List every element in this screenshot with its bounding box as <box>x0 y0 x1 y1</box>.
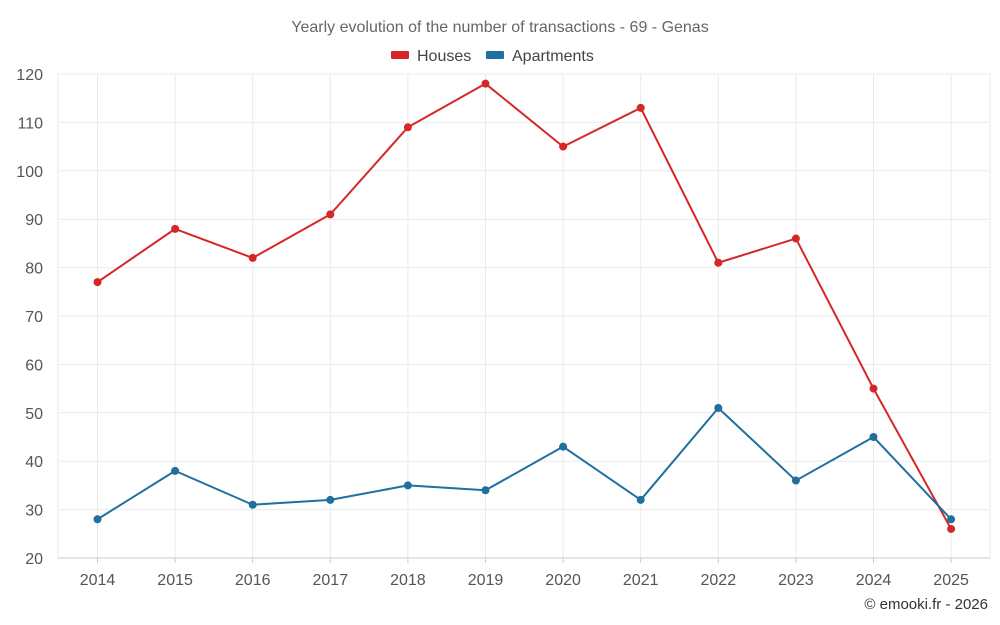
data-point-houses[interactable] <box>791 234 800 243</box>
y-tick-label: 50 <box>25 406 43 423</box>
data-point-apartments[interactable] <box>714 403 723 412</box>
legend-swatch-apartments <box>486 51 504 59</box>
y-tick-label: 90 <box>25 212 43 229</box>
data-point-houses[interactable] <box>636 103 645 112</box>
x-tick-label: 2016 <box>235 572 271 589</box>
series <box>93 79 956 533</box>
y-tick-label: 20 <box>25 551 43 568</box>
data-point-houses[interactable] <box>714 258 723 267</box>
y-tick-label: 40 <box>25 454 43 471</box>
series-houses <box>93 79 956 533</box>
data-point-houses[interactable] <box>559 142 568 151</box>
grid <box>57 73 991 558</box>
x-tick-label: 2015 <box>157 572 193 589</box>
chart-title: Yearly evolution of the number of transa… <box>291 19 708 36</box>
data-point-apartments[interactable] <box>791 476 800 485</box>
data-point-houses[interactable] <box>947 524 956 533</box>
x-tick-label: 2025 <box>933 572 969 589</box>
x-tick-label: 2019 <box>468 572 504 589</box>
axes: 20 30 40 50 60 70 80 90 100 110 120 2014 2015 2016 201… <box>16 67 990 589</box>
data-point-apartments[interactable] <box>171 466 180 475</box>
data-point-apartments[interactable] <box>636 495 645 504</box>
data-point-apartments[interactable] <box>947 515 956 524</box>
y-tick-label: 60 <box>25 357 43 374</box>
x-tick-label: 2023 <box>778 572 814 589</box>
y-tick-label: 30 <box>25 503 43 520</box>
credit-text: © emooki.fr - 2026 <box>864 596 988 613</box>
data-point-houses[interactable] <box>171 224 180 233</box>
y-tick-label: 80 <box>25 261 43 278</box>
y-tick-label: 100 <box>16 164 43 181</box>
y-tick-label: 120 <box>16 67 43 84</box>
x-tick-label: 2024 <box>856 572 892 589</box>
data-point-apartments[interactable] <box>403 481 412 490</box>
data-point-apartments[interactable] <box>248 500 257 509</box>
data-point-apartments[interactable] <box>93 515 102 524</box>
legend-item-houses[interactable]: Houses <box>391 48 471 65</box>
data-point-houses[interactable] <box>869 384 878 393</box>
data-point-houses[interactable] <box>326 210 335 219</box>
x-tick-label: 2014 <box>80 572 116 589</box>
x-tick-label: 2021 <box>623 572 659 589</box>
x-tick-label: 2017 <box>313 572 349 589</box>
legend: Houses Apartments <box>391 48 594 65</box>
x-tick-label: 2022 <box>701 572 737 589</box>
data-point-apartments[interactable] <box>559 442 568 451</box>
series-line-apartments <box>96 406 952 521</box>
data-point-apartments[interactable] <box>326 495 335 504</box>
data-point-houses[interactable] <box>403 123 412 132</box>
y-tick-label: 110 <box>17 115 43 132</box>
legend-swatch-houses <box>391 51 409 59</box>
series-line-houses <box>96 82 952 530</box>
data-point-houses[interactable] <box>248 253 257 262</box>
x-tick-label: 2018 <box>390 572 426 589</box>
legend-item-apartments[interactable]: Apartments <box>486 48 594 65</box>
data-point-houses[interactable] <box>481 79 490 88</box>
data-point-apartments[interactable] <box>481 486 490 495</box>
x-tick-label: 2020 <box>545 572 581 589</box>
y-tick-label: 70 <box>25 309 43 326</box>
series-apartments <box>93 403 956 524</box>
legend-label-houses: Houses <box>417 48 471 65</box>
data-point-apartments[interactable] <box>869 433 878 441</box>
legend-label-apartments: Apartments <box>512 48 594 65</box>
data-point-houses[interactable] <box>93 278 102 287</box>
